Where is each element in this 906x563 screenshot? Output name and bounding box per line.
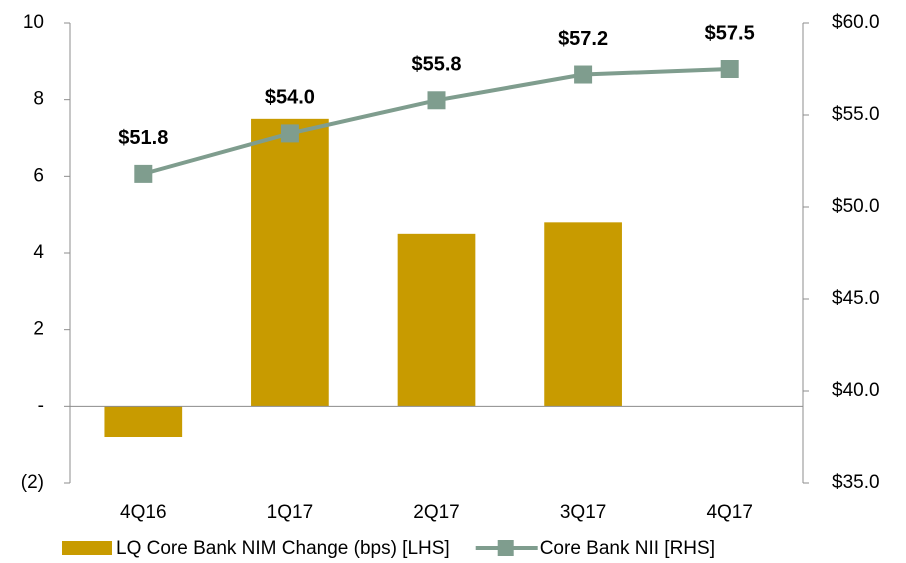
x-tick-label: 1Q17 bbox=[267, 502, 313, 523]
legend-label: LQ Core Bank NIM Change (bps) [LHS] bbox=[116, 538, 450, 559]
bar bbox=[544, 222, 622, 407]
x-tick-label: 4Q16 bbox=[120, 502, 166, 523]
bar bbox=[397, 233, 476, 407]
legend-swatch bbox=[62, 541, 112, 555]
bar bbox=[251, 118, 329, 407]
x-tick-label: 2Q17 bbox=[413, 502, 459, 523]
y2-tick-label: $55.0 bbox=[832, 104, 880, 125]
line bbox=[142, 67, 730, 176]
marker bbox=[574, 65, 593, 84]
bar bbox=[104, 406, 183, 437]
y-tick-label: (2) bbox=[21, 472, 44, 493]
y2-tick-label: $45.0 bbox=[832, 288, 880, 309]
value-label: $55.8 bbox=[411, 54, 461, 76]
y-tick-label: 4 bbox=[33, 242, 44, 263]
value-label: $51.8 bbox=[118, 127, 168, 149]
y2-tick-label: $60.0 bbox=[832, 12, 880, 33]
value-label: $54.0 bbox=[265, 87, 315, 109]
y2-tick-label: $40.0 bbox=[832, 380, 880, 401]
y-tick-label: 8 bbox=[33, 89, 44, 110]
x-tick-label: 3Q17 bbox=[560, 502, 606, 523]
legend-swatch bbox=[497, 540, 514, 556]
y2-tick-label: $50.0 bbox=[832, 196, 880, 217]
marker bbox=[720, 60, 739, 78]
x-tick-label: 4Q17 bbox=[706, 502, 752, 523]
legend-label: Core Bank NII [RHS] bbox=[540, 538, 715, 559]
marker bbox=[427, 91, 446, 110]
value-label: $57.5 bbox=[705, 22, 755, 44]
value-label: $57.2 bbox=[558, 28, 608, 50]
marker bbox=[134, 164, 153, 183]
y-tick-label: 6 bbox=[33, 165, 44, 186]
y2-tick-label: $35.0 bbox=[832, 472, 880, 493]
y-tick-label: - bbox=[38, 395, 44, 416]
y-tick-label: 10 bbox=[23, 12, 44, 33]
marker bbox=[280, 124, 299, 143]
y-tick-label: 2 bbox=[33, 319, 44, 340]
